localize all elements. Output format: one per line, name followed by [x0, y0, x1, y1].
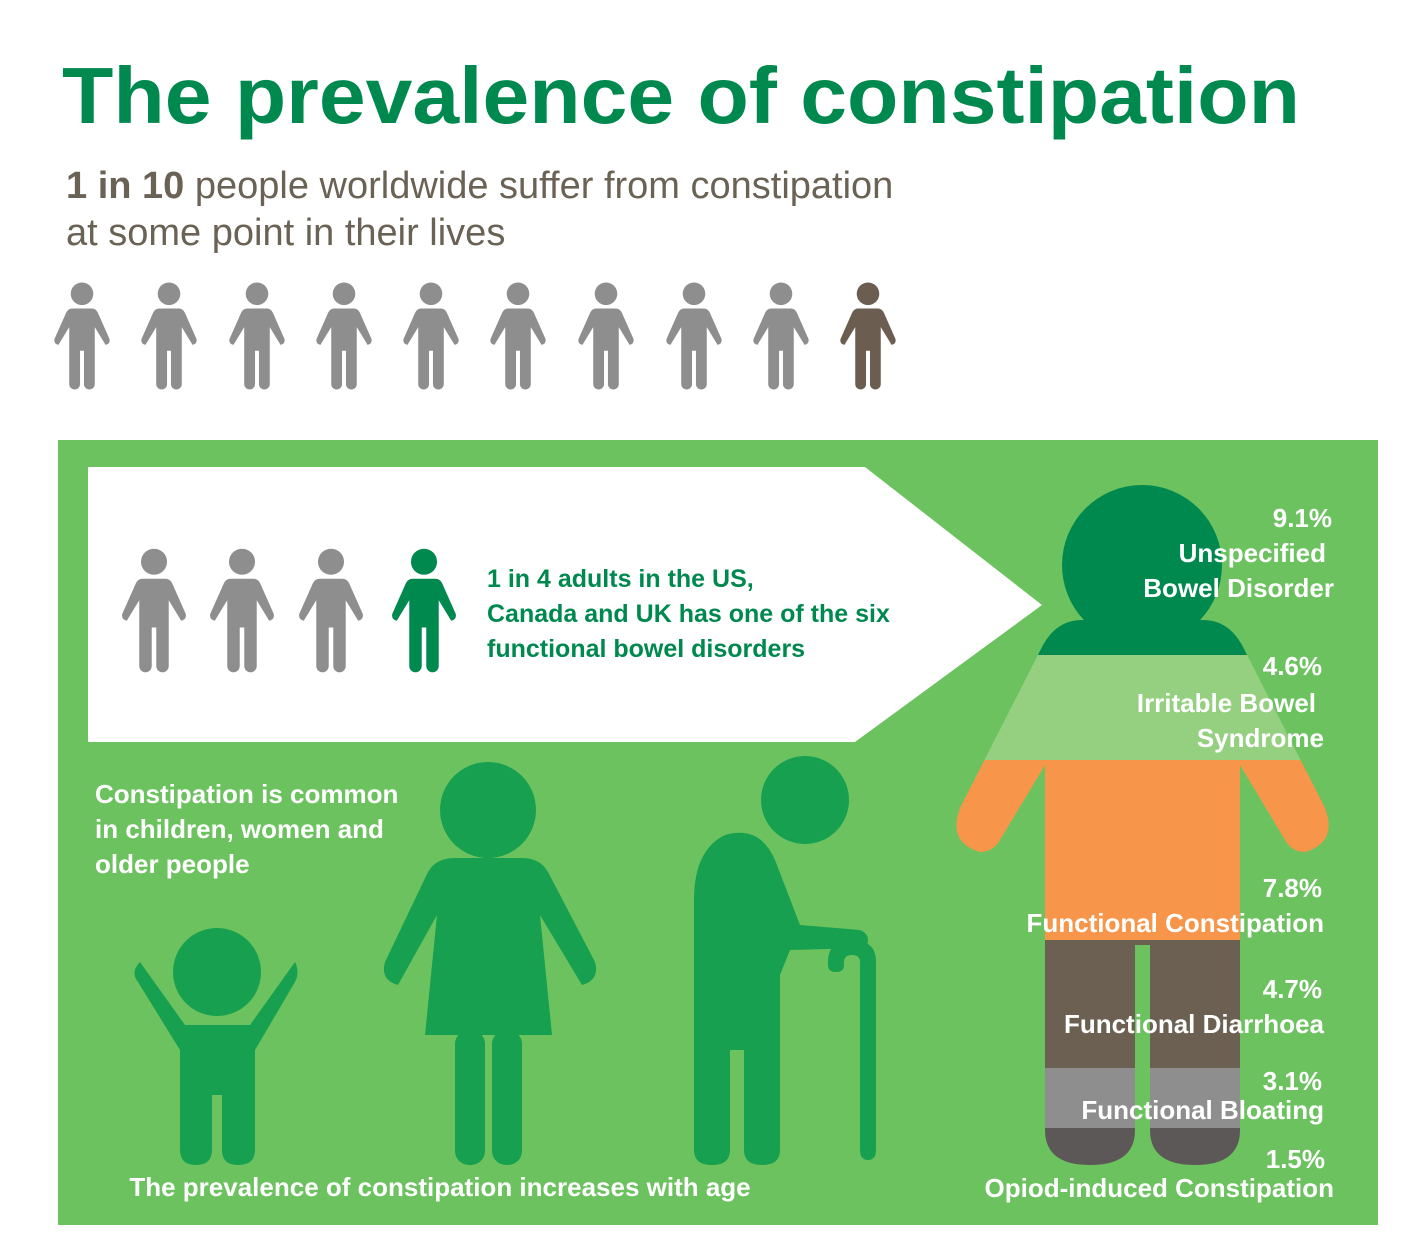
disorder-value: 9.1% — [1273, 503, 1332, 533]
disorder-label: Irritable Bowel — [1137, 688, 1316, 718]
note-line: in children, women and — [95, 814, 384, 844]
disorder-label: Unspecified — [1179, 538, 1326, 568]
disorder-label: Functional Constipation — [1026, 908, 1324, 938]
disorder-value: 3.1% — [1263, 1066, 1322, 1096]
callout-line: Canada and UK has one of the six — [487, 600, 890, 628]
old-man-icon — [694, 756, 876, 1165]
person-icon — [403, 282, 459, 390]
person-icon-highlight — [840, 282, 896, 390]
disorder-value: 4.7% — [1263, 974, 1322, 1004]
callout-line: functional bowel disorders — [487, 635, 805, 663]
callout-line: 1 in 4 adults in the US, — [487, 565, 754, 593]
person-icon — [666, 282, 722, 390]
person-icon — [54, 282, 110, 390]
disorder-label: Functional Diarrhoea — [1064, 1009, 1325, 1039]
disorder-label: Opiod-induced Constipation — [984, 1173, 1334, 1203]
person-icon — [141, 282, 197, 390]
subtitle: 1 in 10 people worldwide suffer from con… — [66, 165, 893, 207]
woman-icon — [383, 762, 597, 1165]
child-icon — [134, 928, 298, 1165]
disorder-label: Bowel Disorder — [1143, 573, 1334, 603]
arrow-callout — [88, 467, 1042, 742]
footer: The prevalence of constipation increases… — [129, 1172, 750, 1202]
disorder-value: 4.6% — [1263, 651, 1322, 681]
subtitle-line: people worldwide suffer from constipatio… — [195, 165, 893, 207]
age-figures — [134, 756, 876, 1165]
disorder-label: Syndrome — [1197, 723, 1324, 753]
subtitle-line: at some point in their lives — [66, 212, 505, 254]
person-icon — [490, 282, 546, 390]
disorder-labels: 9.1% Unspecified Bowel Disorder 4.6% Irr… — [984, 503, 1334, 1203]
person-icon — [578, 282, 634, 390]
disorder-value: 1.5% — [1266, 1144, 1325, 1174]
note-line: Constipation is common — [95, 779, 398, 809]
person-icon — [316, 282, 372, 390]
person-icon — [229, 282, 285, 390]
people-row — [54, 282, 896, 390]
subtitle-highlight: 1 in 10 — [66, 165, 184, 207]
title: The prevalence of constipation — [62, 51, 1300, 140]
disorder-label: Functional Bloating — [1081, 1095, 1324, 1125]
person-icon — [753, 282, 809, 390]
note-line: older people — [95, 849, 250, 879]
disorder-value: 7.8% — [1263, 873, 1322, 903]
